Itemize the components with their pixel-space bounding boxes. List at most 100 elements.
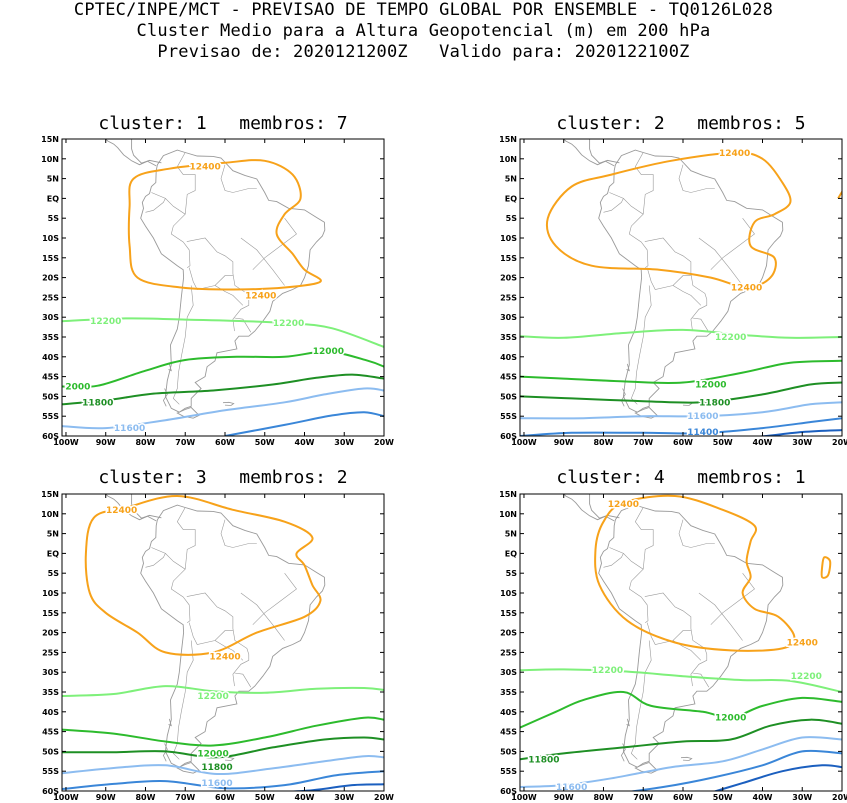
coastline-africa <box>396 494 464 536</box>
country-border <box>634 152 654 215</box>
coastline-central-america-east <box>130 139 162 164</box>
country-border <box>710 573 755 625</box>
contour-label: 12200 <box>90 317 121 327</box>
island-outline <box>222 756 235 761</box>
lon-tick-label: 100W <box>511 438 537 447</box>
lon-tick-label: 30W <box>334 793 354 802</box>
panel-title-3: cluster: 3 membros: 2 <box>98 467 348 488</box>
lat-tick-label: 20S <box>500 274 517 283</box>
contour-label: 12000 <box>197 749 228 759</box>
island-outline <box>222 401 235 406</box>
lat-tick-label: 50S <box>42 747 59 756</box>
header-line-1: CPTEC/INPE/MCT - PREVISAO DE TEMPO GLOBA… <box>73 0 774 20</box>
lon-tick-label: 90W <box>96 793 116 802</box>
lat-tick-label: 45S <box>500 728 517 737</box>
country-border <box>692 672 710 688</box>
lon-tick-label: 100W <box>53 793 79 802</box>
coastline-south-america <box>140 504 326 768</box>
contour-line <box>520 381 842 404</box>
country-border <box>646 267 691 290</box>
lat-tick-label: 20S <box>42 274 59 283</box>
map-content: 12400 12400 12200 12000 11800 11600 <box>62 494 464 791</box>
map-frame <box>61 493 385 792</box>
lat-tick-label: 40S <box>42 353 59 362</box>
lon-tick-label: 80W <box>135 438 155 447</box>
lat-tick-label: 45S <box>42 728 59 737</box>
lat-tick-label: 40S <box>500 708 517 717</box>
country-border <box>186 592 250 687</box>
header-line-3: Previsao de: 2020121200Z Valido para: 20… <box>157 42 690 62</box>
lat-tick-label: 10S <box>42 589 59 598</box>
lat-tick-label: 60S <box>500 432 517 441</box>
contour-line <box>62 685 384 697</box>
lon-tick-label: 70W <box>175 793 195 802</box>
country-border <box>252 218 297 270</box>
lat-tick-label: 30S <box>42 313 59 322</box>
map-content: 12400 12400 12200 12200 12000 2000 11800 11600 <box>62 139 464 436</box>
country-border <box>634 507 654 570</box>
lat-tick-label: EQ <box>505 194 517 203</box>
lon-tick-label: 80W <box>593 438 613 447</box>
lat-tick-label: 20S <box>42 629 59 638</box>
lat-tick-label: 25S <box>42 648 59 657</box>
lon-tick-label: 90W <box>96 438 116 447</box>
lat-tick-label: 15N <box>499 135 517 144</box>
contour-line <box>84 494 322 656</box>
coastline-south-america <box>140 149 326 413</box>
country-border <box>188 622 233 645</box>
island-outline <box>680 756 693 761</box>
contour-label: 11600 <box>687 412 718 422</box>
contour-line <box>820 556 832 579</box>
map-content: 12400 12400 12200 12200 12000 11800 11600 <box>520 494 842 791</box>
country-border <box>145 553 166 568</box>
contour-label: 12400 <box>106 506 137 516</box>
contour-label: 2000 <box>65 383 90 393</box>
contour-line <box>520 401 842 420</box>
map-frame <box>519 493 843 792</box>
country-border <box>672 285 702 306</box>
country-border <box>214 640 244 661</box>
country-border <box>609 192 649 268</box>
lat-tick-label: 40S <box>500 353 517 362</box>
country-border <box>172 640 194 760</box>
lat-tick-label: 15N <box>41 490 59 499</box>
lat-tick-label: 10N <box>499 510 517 519</box>
lon-tick-label: 70W <box>633 438 653 447</box>
contour-label: 12400 <box>719 149 750 159</box>
map-content: 12400 12400 12200 12000 11800 11600 11400 <box>520 139 842 436</box>
lon-tick-label: 60W <box>215 793 235 802</box>
contour-label: 12400 <box>209 652 240 662</box>
country-border <box>252 573 297 625</box>
country-border <box>710 218 755 270</box>
coastline-south-america <box>598 504 784 768</box>
panel-title-4: cluster: 4 membros: 1 <box>556 467 806 488</box>
contour-label: 12400 <box>731 284 762 294</box>
lon-tick-label: 80W <box>135 793 155 802</box>
contour-label: 11800 <box>201 763 232 773</box>
lat-tick-label: 10N <box>41 510 59 519</box>
contour-label: 12200 <box>273 319 304 329</box>
island-outline <box>168 363 172 372</box>
lon-tick-label: 50W <box>255 438 275 447</box>
panel-title-1: cluster: 1 membros: 7 <box>98 113 348 134</box>
country-border <box>234 672 252 688</box>
country-border <box>678 519 715 548</box>
lat-tick-label: EQ <box>47 549 59 558</box>
lat-tick-label: 15S <box>42 609 59 618</box>
lat-tick-label: 5N <box>505 175 517 184</box>
lat-tick-label: 5N <box>505 530 517 539</box>
coastline-central-america <box>105 139 157 167</box>
contour-line <box>520 690 842 729</box>
lat-tick-label: 10S <box>42 234 59 243</box>
country-border <box>603 553 624 568</box>
lat-tick-label: 30S <box>500 313 517 322</box>
map-panel-4: 12400 12400 12200 12200 12000 11800 11600 15N 10… <box>499 490 847 802</box>
island-outline <box>620 388 626 407</box>
contour-line <box>756 429 842 436</box>
lat-tick-label: 40S <box>42 708 59 717</box>
lat-tick-label: 10S <box>500 589 517 598</box>
coastline-africa <box>396 139 464 181</box>
lat-tick-label: 55S <box>500 767 517 776</box>
country-border <box>151 192 191 268</box>
lon-tick-label: 40W <box>295 793 315 802</box>
